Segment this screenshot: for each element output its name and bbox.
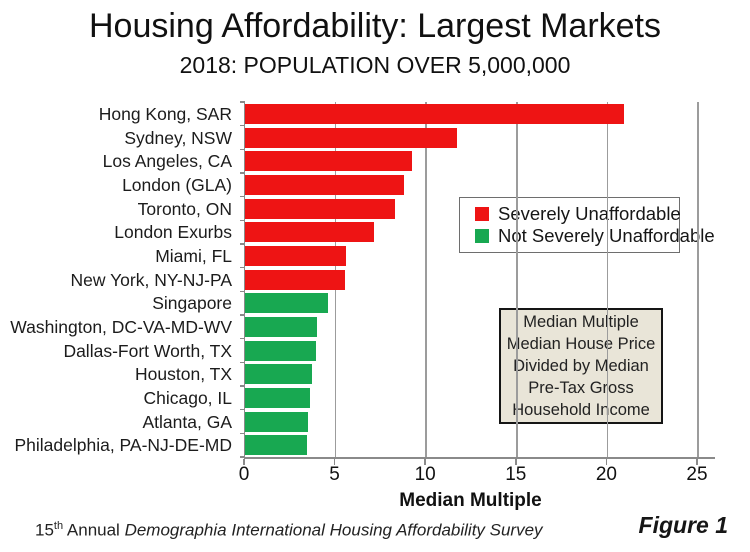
legend-label: Not Severely Unaffordable [498, 225, 715, 246]
category-label: Hong Kong, SAR [98, 103, 232, 124]
gridline-20 [606, 102, 609, 457]
bar-london-gla [245, 174, 405, 195]
bar-new-york-ny-nj-pa [245, 269, 345, 290]
category-label: London Exurbs [114, 222, 232, 243]
x-axis-tick [696, 459, 698, 465]
gridline-25 [697, 102, 699, 457]
y-axis-tick [240, 456, 245, 458]
category-label: Sydney, NSW [124, 127, 232, 148]
x-axis-tick [515, 459, 517, 465]
y-axis-tick [240, 408, 245, 411]
category-label: Atlanta, GA [142, 411, 233, 432]
y-axis-tick [240, 172, 245, 174]
note-line: Divided by Median [513, 357, 649, 375]
y-axis-tick [240, 432, 245, 435]
footer-annual-text: Annual [63, 520, 125, 540]
x-tick-label-25: 25 [686, 464, 708, 485]
legend-item-not-severely-unaffordable: Not Severely Unaffordable [475, 225, 715, 247]
category-label: Los Angeles, CA [102, 151, 232, 172]
footer-edition-number: 15 [35, 520, 54, 540]
bar-houston-tx [245, 364, 313, 385]
y-axis-tick [240, 385, 245, 387]
bar-los-angeles-ca [245, 151, 412, 172]
category-label: Dallas-Fort Worth, TX [63, 340, 232, 361]
category-label: New York, NY-NJ-PA [70, 269, 232, 290]
y-axis-tick [240, 266, 245, 269]
bar-toronto-on [245, 198, 396, 219]
y-axis-tick [240, 219, 245, 222]
category-label: Washington, DC-VA-MD-WV [10, 316, 232, 337]
plot-area: Severely Unaffordable Not Severely Unaff… [240, 101, 715, 459]
bar-london-exurbs [245, 222, 374, 243]
gridline-15 [516, 102, 518, 457]
y-axis-tick [240, 195, 245, 198]
y-axis-tick [240, 290, 245, 293]
bar-washington-dc-va-md-wv [245, 316, 318, 337]
x-axis-tick [605, 459, 608, 465]
note-line: Median Multiple [523, 313, 639, 331]
bar-atlanta-ga [245, 411, 309, 432]
x-axis-tick [243, 459, 245, 465]
x-tick-label-10: 10 [414, 464, 436, 485]
bar-singapore [245, 293, 329, 314]
bar-miami-fl [245, 245, 347, 266]
bar-chicago-il [245, 387, 311, 408]
legend-item-severely-unaffordable: Severely Unaffordable [475, 203, 681, 225]
y-axis-tick [240, 361, 245, 364]
bar-sydney-nsw [245, 127, 457, 148]
category-label: London (GLA) [122, 174, 232, 195]
x-axis-tick [424, 459, 426, 465]
category-axis-labels: Hong Kong, SAR Sydney, NSW Los Angeles, CA… [0, 0, 232, 552]
y-axis-tick [240, 148, 245, 151]
figure-number-label: Figure 1 [638, 512, 728, 538]
category-label: Chicago, IL [143, 387, 232, 408]
category-label: Toronto, ON [137, 198, 232, 219]
y-axis-tick [240, 243, 245, 245]
y-axis-tick [240, 337, 245, 340]
y-axis-tick [240, 314, 245, 316]
x-tick-label-20: 20 [595, 464, 617, 485]
survey-name: Demographia International Housing Afford… [124, 520, 543, 540]
note-line: Household Income [512, 401, 650, 419]
category-label: Philadelphia, PA-NJ-DE-MD [14, 435, 232, 456]
x-axis-tick [333, 459, 336, 465]
legend-label: Severely Unaffordable [498, 203, 681, 224]
source-attribution: 15th Annual Demographia International Ho… [35, 520, 543, 541]
bar-dallas-fort-worth-tx [245, 340, 316, 361]
category-label: Houston, TX [135, 364, 232, 385]
chart-title: Housing Affordability: Largest Markets [89, 7, 661, 45]
footer-ordinal-suffix: th [53, 520, 64, 532]
severely-unaffordable-swatch [475, 207, 489, 221]
x-tick-label-15: 15 [505, 464, 527, 485]
bar-philadelphia-pa-nj-de-md [245, 435, 307, 456]
category-label: Singapore [152, 293, 232, 314]
gridline-10 [425, 102, 427, 457]
median-multiple-definition-note: Median Multiple Median House Price Divid… [499, 308, 663, 424]
not-severely-unaffordable-swatch [475, 229, 489, 243]
bar-hong-kong-sar [245, 103, 624, 124]
legend: Severely Unaffordable Not Severely Unaff… [459, 197, 715, 253]
y-axis-tick [240, 124, 245, 127]
x-tick-label-5: 5 [329, 464, 340, 485]
category-label: Miami, FL [155, 245, 232, 266]
chart-subtitle: 2018: POPULATION OVER 5,000,000 [179, 52, 571, 78]
y-axis-tick [240, 101, 245, 103]
note-line: Pre-Tax Gross [528, 379, 634, 397]
note-line: Median House Price [506, 335, 656, 353]
x-axis-title: Median Multiple [399, 490, 542, 511]
